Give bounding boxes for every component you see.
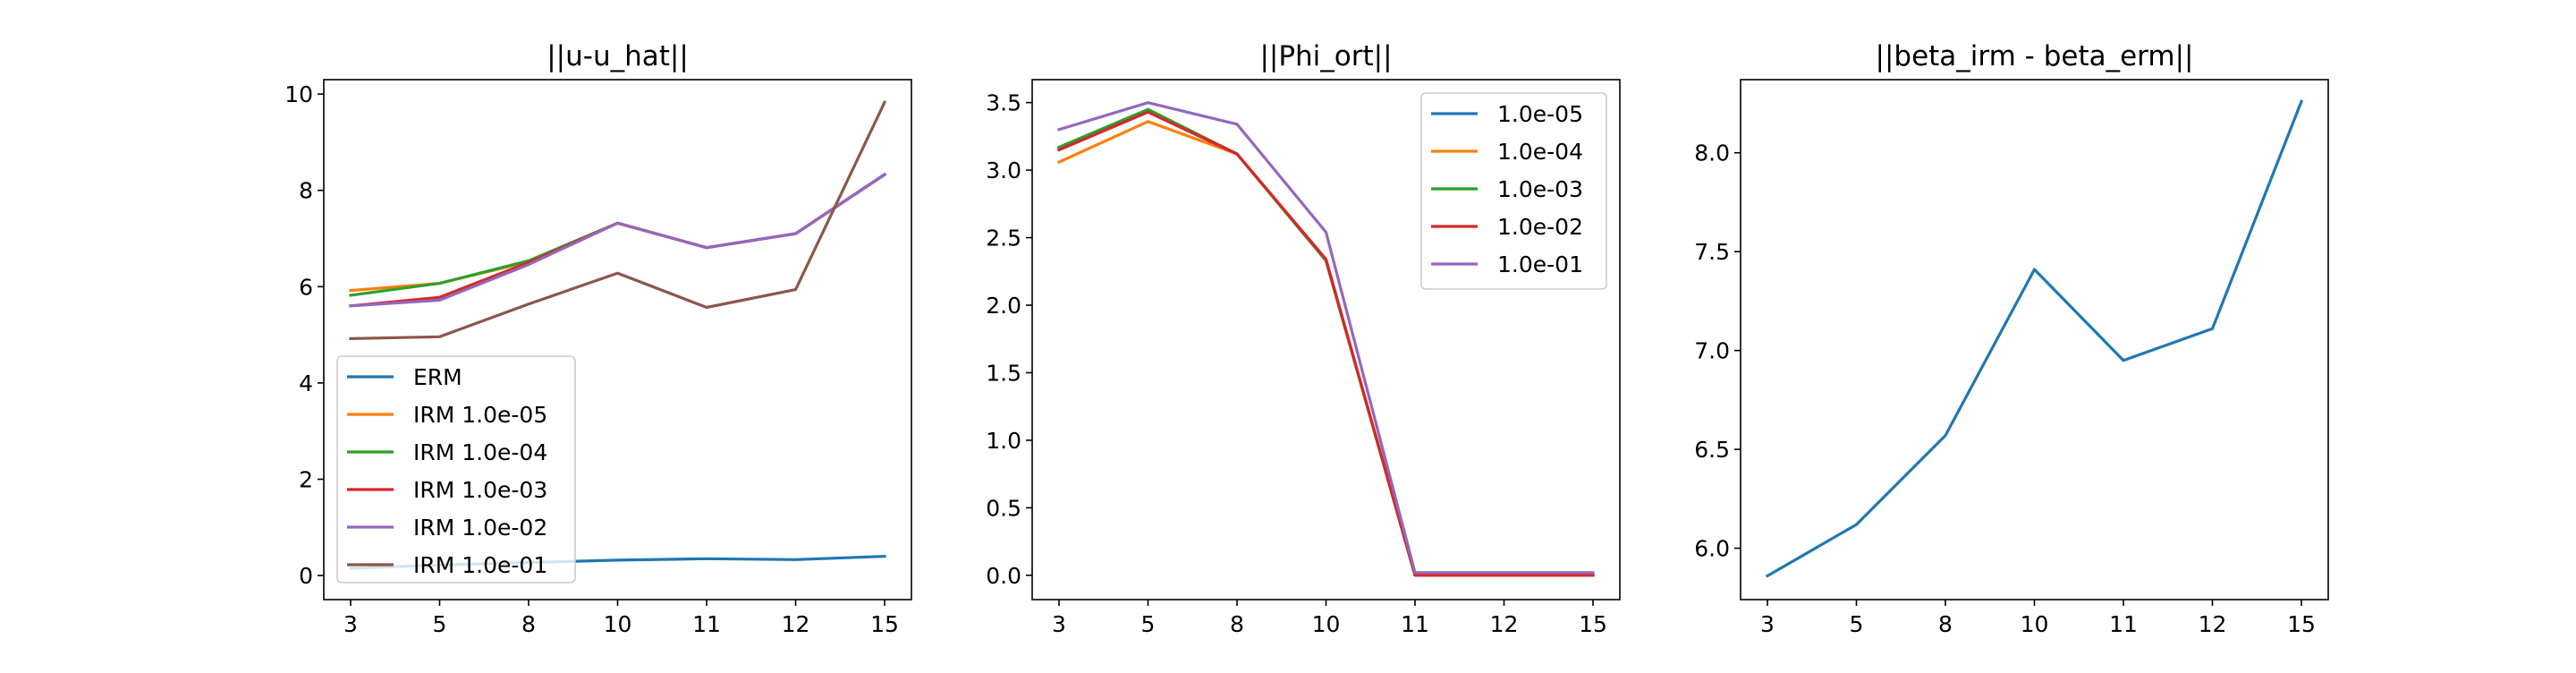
y-tick-label: 8 [299,178,313,204]
plot-frame [1740,79,2329,601]
chart-title: ||Phi_ort|| [1259,40,1392,72]
x-tick-label: 8 [1938,611,1953,637]
legend-label: IRM 1.0e-04 [413,439,547,465]
y-tick-label: 4 [299,371,313,396]
y-tick-label: 0.0 [986,563,1021,589]
chart-panel-1: ||u-u_hat|| 3 5 8 10 11 12 15 0 2 4 6 8 10 ERM IRM 1.0e… [284,40,912,637]
legend-box [1420,92,1607,290]
x-tick-label: 12 [2199,611,2227,637]
series-line-5 [349,172,887,308]
x-tick-label: 12 [1490,611,1519,637]
legend-label: ERM [413,364,462,390]
series-line-5 [1057,101,1595,575]
y-tick-label: 6.5 [1694,437,1730,463]
x-tick-label: 15 [2287,611,2316,637]
plot-frame [1031,79,1621,601]
y-tick-label: 0 [299,563,313,589]
legend-label: 1.0e-01 [1497,251,1583,277]
x-tick-label: 3 [1760,611,1775,637]
x-tick-label: 11 [692,611,721,637]
x-tick-label: 11 [2109,611,2138,637]
x-tick-label: 3 [343,611,358,637]
x-tick-label: 15 [1579,611,1607,637]
x-tick-label: 10 [2021,611,2049,637]
x-tick-label: 5 [433,611,447,637]
y-tick-label: 2.0 [986,293,1021,319]
x-tick-label: 15 [870,611,899,637]
y-tick-label: 10 [284,81,313,107]
y-tick-label: 6 [299,274,313,300]
x-tick-label: 12 [782,611,810,637]
legend-box [336,355,576,584]
y-tick-label: 8.0 [1694,141,1730,166]
x-tick-label: 8 [1230,611,1244,637]
y-tick-label: 3.0 [986,158,1021,183]
y-tick-label: 1.0 [986,428,1021,454]
plot-frame [323,79,912,601]
chart-panel-2: ||Phi_ort|| 3 5 8 10 11 12 15 0.0 0.5 1.0 1.5 2.0 2.5… [986,40,1621,637]
y-tick-label: 3.5 [986,90,1021,116]
x-tick-label: 3 [1052,611,1066,637]
series-line-4 [1056,110,1595,577]
legend-label: IRM 1.0e-02 [413,515,547,541]
legend-label: 1.0e-05 [1497,101,1583,127]
series-line-4 [349,172,887,308]
y-tick-label: 7.5 [1694,239,1730,265]
legend-label: IRM 1.0e-05 [413,402,547,428]
y-tick-label: 2.5 [986,226,1021,251]
series-line-3 [349,172,887,297]
x-tick-label: 11 [1401,611,1429,637]
x-tick-label: 8 [521,611,536,637]
legend-label: 1.0e-04 [1497,139,1583,165]
y-tick-label: 1.5 [986,360,1021,386]
legend: 1.0e-05 1.0e-04 1.0e-03 1.0e-02 1.0e-01 [1420,92,1607,290]
y-tick-label: 7.0 [1694,338,1730,364]
legend-label: IRM 1.0e-03 [413,477,547,503]
chart-panel-3: ||beta_irm - beta_erm|| 3 5 8 10 11 12 15 6.0 6.5… [1694,40,2329,637]
legend-label: 1.0e-02 [1497,214,1583,240]
y-tick-label: 2 [299,467,313,493]
legend: ERM IRM 1.0e-05 IRM 1.0e-04 IRM 1.0e-03 IRM … [336,355,576,584]
legend-label: IRM 1.0e-01 [413,552,547,578]
legend-label: 1.0e-03 [1497,176,1583,202]
y-tick-label: 0.5 [986,495,1021,521]
y-tick-label: 6.0 [1694,536,1730,562]
chart-title: ||beta_irm - beta_erm|| [1876,40,2194,72]
series-line-1 [1765,99,2304,578]
chart-title: ||u-u_hat|| [547,40,689,72]
x-tick-label: 10 [1312,611,1341,637]
series-line-6 [349,100,887,341]
x-tick-label: 10 [604,611,632,637]
x-tick-label: 5 [1141,611,1156,637]
x-tick-label: 5 [1850,611,1864,637]
